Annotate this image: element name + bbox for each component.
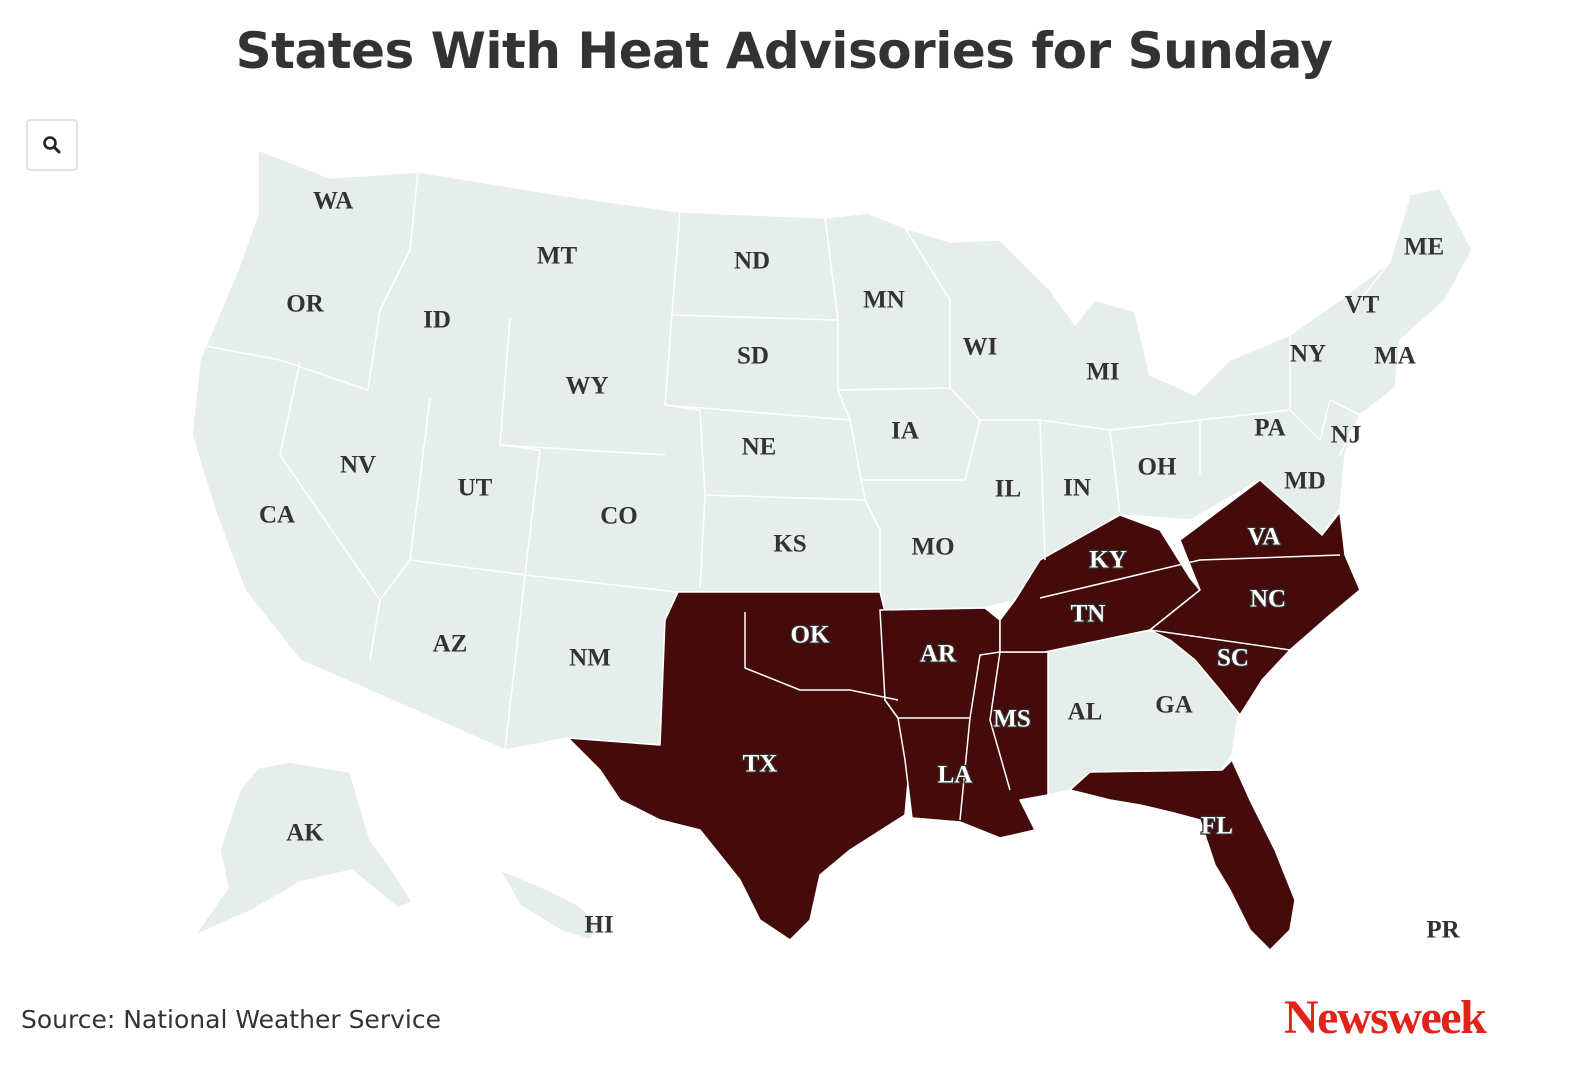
state-label-ut: UT — [458, 475, 493, 502]
zoom-button[interactable] — [26, 119, 78, 171]
state-label-va: VA — [1248, 524, 1281, 551]
state-borders — [199, 171, 1396, 751]
state-fl — [1069, 759, 1296, 951]
state-label-ny: NY — [1290, 341, 1326, 368]
state-label-pr: PR — [1426, 917, 1460, 944]
state-label-nd: ND — [734, 248, 770, 275]
state-label-wa: WA — [313, 188, 353, 215]
state-label-sd: SD — [737, 343, 769, 370]
state-label-tx: TX — [743, 751, 778, 778]
state-va-nc-sc — [1149, 479, 1361, 716]
state-label-ms: MS — [993, 706, 1031, 733]
advisory-inner-borders — [744, 554, 1341, 821]
state-label-vt: VT — [1345, 292, 1380, 319]
state-label-hi: HI — [584, 912, 613, 939]
state-label-mo: MO — [911, 534, 954, 561]
state-label-ky: KY — [1089, 547, 1127, 574]
state-label-or: OR — [286, 291, 324, 318]
state-label-nc: NC — [1250, 586, 1286, 613]
state-label-la: LA — [938, 762, 973, 789]
state-label-tn: TN — [1071, 601, 1106, 628]
state-label-mi: MI — [1086, 359, 1119, 386]
hawaii-region — [499, 869, 601, 941]
state-label-oh: OH — [1138, 454, 1177, 481]
state-label-nm: NM — [569, 645, 611, 672]
state-label-ga: GA — [1155, 692, 1193, 719]
state-label-mn: MN — [863, 287, 905, 314]
state-label-fl: FL — [1201, 813, 1233, 840]
state-label-id: ID — [423, 307, 451, 334]
source-note: Source: National Weather Service — [21, 1005, 441, 1034]
state-label-az: AZ — [433, 631, 468, 658]
state-label-mt: MT — [537, 243, 578, 270]
alaska-region — [194, 761, 413, 936]
state-label-ak: AK — [286, 820, 324, 847]
state-label-ia: IA — [891, 418, 919, 445]
state-label-md: MD — [1284, 468, 1326, 495]
state-label-ne: NE — [742, 434, 777, 461]
state-label-co: CO — [600, 503, 638, 530]
chart-title: States With Heat Advisories for Sunday — [235, 22, 1333, 80]
state-label-al: AL — [1068, 699, 1103, 726]
state-label-pa: PA — [1254, 415, 1285, 442]
search-icon — [43, 136, 61, 154]
state-label-nj: NJ — [1331, 422, 1362, 449]
state-label-me: ME — [1404, 234, 1444, 261]
state-label-ma: MA — [1374, 343, 1416, 370]
newsweek-logo: Newsweek — [1284, 991, 1487, 1044]
state-label-sc: SC — [1217, 645, 1249, 672]
state-label-in: IN — [1063, 475, 1091, 502]
state-label-ar: AR — [920, 641, 957, 668]
state-label-ok: OK — [791, 622, 830, 649]
state-label-il: IL — [995, 476, 1021, 503]
us-heat-advisory-map: WA OR CA ID NV MT WY UT AZ CO NM ND SD NE KS OK TX MN IA MO… — [191, 149, 1473, 951]
state-label-nv: NV — [340, 452, 376, 479]
state-label-wy: WY — [565, 373, 608, 400]
state-label-ks: KS — [773, 531, 806, 558]
state-label-wi: WI — [963, 334, 998, 361]
state-label-ca: CA — [259, 502, 295, 529]
